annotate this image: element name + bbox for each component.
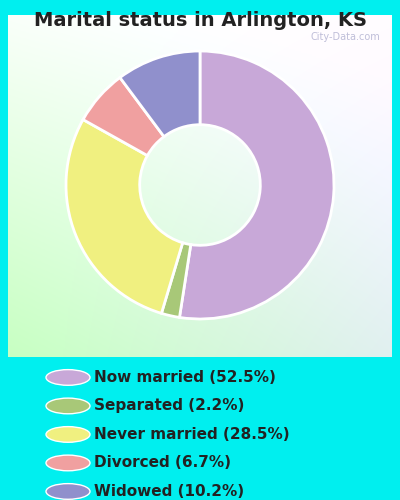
Text: Never married (28.5%): Never married (28.5%) [94,427,290,442]
Text: Now married (52.5%): Now married (52.5%) [94,370,276,385]
Wedge shape [180,51,334,319]
Circle shape [46,370,90,386]
Text: Divorced (6.7%): Divorced (6.7%) [94,456,231,470]
Wedge shape [162,242,191,318]
Wedge shape [120,51,200,136]
Text: Separated (2.2%): Separated (2.2%) [94,398,244,413]
Wedge shape [83,78,164,156]
Text: Marital status in Arlington, KS: Marital status in Arlington, KS [34,12,366,30]
Circle shape [46,455,90,471]
Circle shape [46,426,90,442]
Text: City-Data.com: City-Data.com [311,32,380,42]
Circle shape [46,398,90,414]
Text: Widowed (10.2%): Widowed (10.2%) [94,484,244,499]
Circle shape [46,484,90,500]
Wedge shape [66,120,183,314]
